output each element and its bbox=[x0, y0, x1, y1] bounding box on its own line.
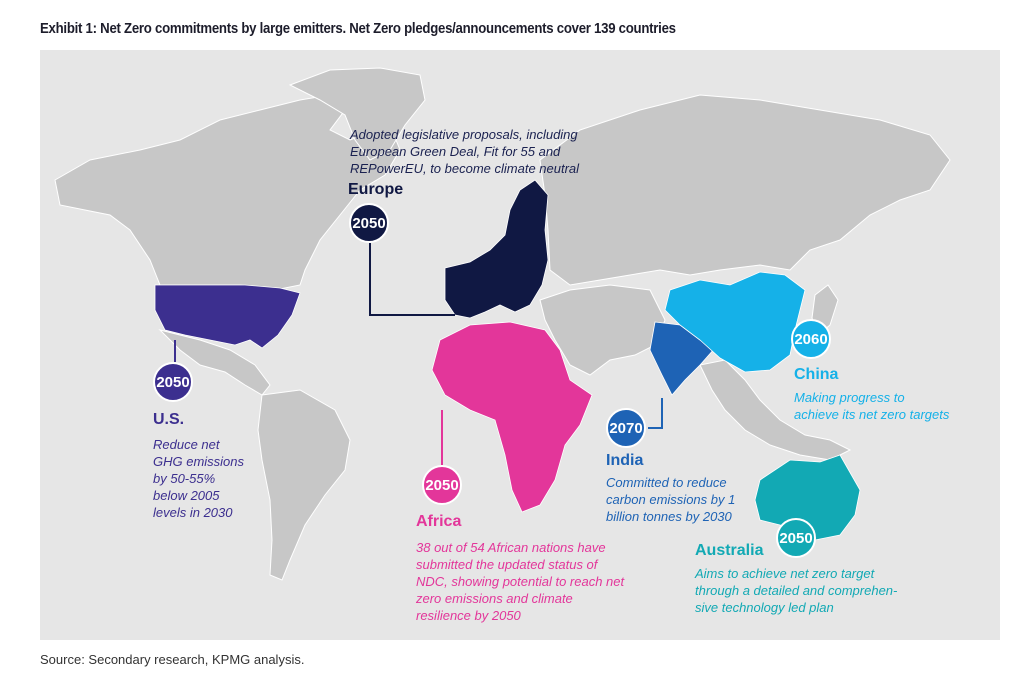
land-masses bbox=[54, 67, 951, 581]
india-desc-line: carbon emissions by 1 bbox=[606, 492, 736, 507]
india-desc-line: billion tonnes by 2030 bbox=[606, 509, 732, 524]
india-desc-line: Committed to reduce bbox=[606, 475, 727, 490]
source-note: Source: Secondary research, KPMG analysi… bbox=[40, 652, 305, 667]
africa-desc-line: 38 out of 54 African nations have bbox=[416, 540, 606, 555]
australia-desc-line: Aims to achieve net zero target bbox=[695, 566, 875, 581]
china-desc-line: Making progress to bbox=[794, 390, 905, 405]
africa-desc-line: submitted the updated status of bbox=[416, 557, 598, 572]
north-america-land bbox=[54, 94, 401, 291]
europe-desc-line: European Green Deal, Fit for 55 and bbox=[350, 144, 561, 159]
australia-name: Australia bbox=[695, 542, 764, 559]
china-name: China bbox=[794, 366, 839, 383]
us-desc-line: by 50-55% bbox=[153, 471, 216, 486]
middle-east-land bbox=[539, 284, 666, 376]
china-description: Making progress to achieve its net zero … bbox=[794, 389, 949, 423]
africa-year-badge: 2050 bbox=[422, 465, 462, 505]
australia-description: Aims to achieve net zero target through … bbox=[695, 565, 897, 616]
southeast-asia-land bbox=[699, 359, 852, 461]
us-desc-line: below 2005 bbox=[153, 488, 220, 503]
africa-region bbox=[431, 321, 593, 513]
us-description: Reduce net GHG emissions by 50-55% below… bbox=[153, 436, 244, 521]
australia-year-badge: 2050 bbox=[776, 518, 816, 558]
china-desc-line: achieve its net zero targets bbox=[794, 407, 950, 422]
australia-desc-line: through a detailed and comprehen- bbox=[695, 583, 898, 598]
greenland-land bbox=[288, 67, 426, 161]
india-leader bbox=[648, 398, 663, 429]
south-america-land bbox=[257, 389, 351, 581]
india-name: India bbox=[606, 452, 644, 469]
europe-region bbox=[444, 179, 549, 319]
india-year-badge: 2070 bbox=[606, 408, 646, 448]
india-description: Committed to reduce carbon emissions by … bbox=[606, 474, 735, 525]
north-asia-land bbox=[539, 94, 951, 286]
europe-desc-line: REPowerEU, to become climate neutral bbox=[350, 161, 580, 176]
australia-desc-line: sive technology led plan bbox=[695, 600, 834, 615]
africa-desc-line: NDC, showing potential to reach net bbox=[416, 574, 625, 589]
us-name: U.S. bbox=[153, 411, 185, 428]
africa-name: Africa bbox=[416, 513, 462, 530]
us-year-badge: 2050 bbox=[153, 362, 193, 402]
us-desc-line: levels in 2030 bbox=[153, 505, 233, 520]
exhibit-title: Exhibit 1: Net Zero commitments by large… bbox=[40, 20, 676, 37]
leader-lines bbox=[174, 243, 663, 465]
australia-region bbox=[754, 454, 861, 541]
europe-year-badge: 2050 bbox=[349, 203, 389, 243]
europe-description: Adopted legislative proposals, including… bbox=[350, 126, 579, 177]
africa-desc-line: zero emissions and climate bbox=[416, 591, 573, 606]
us-desc-line: GHG emissions bbox=[153, 454, 245, 469]
us-desc-line: Reduce net bbox=[153, 437, 220, 452]
europe-name: Europe bbox=[348, 181, 404, 198]
europe-leader bbox=[369, 243, 455, 316]
africa-description: 38 out of 54 African nations have submit… bbox=[416, 539, 624, 624]
china-year-badge: 2060 bbox=[791, 319, 831, 359]
africa-desc-line: resilience by 2050 bbox=[416, 608, 521, 623]
europe-desc-line: Adopted legislative proposals, including bbox=[350, 127, 578, 142]
us-region bbox=[154, 284, 301, 349]
